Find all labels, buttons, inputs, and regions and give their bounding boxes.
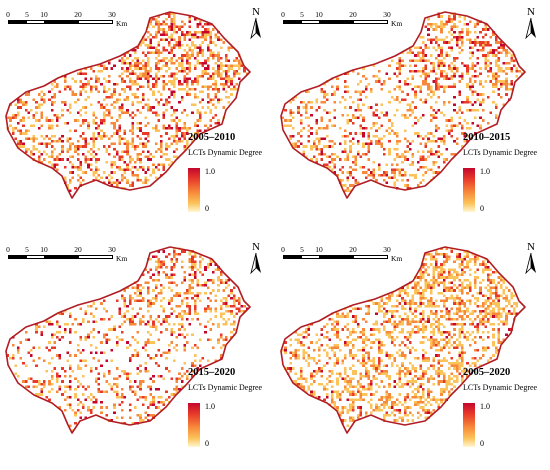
north-label: N <box>527 241 535 253</box>
legend-title: LCTs Dynamic Degree <box>188 383 263 392</box>
scale-tick: 0 <box>281 245 285 254</box>
legend-min-label: 0 <box>480 439 484 448</box>
legend-min-label: 0 <box>480 204 484 213</box>
dynamic-degree-map <box>280 246 526 434</box>
north-arrow-icon <box>250 17 261 40</box>
dynamic-degree-map <box>280 11 526 199</box>
scale-tick: 20 <box>349 10 357 19</box>
scale-tick: 5 <box>300 245 304 254</box>
legend-title: LCTs Dynamic Degree <box>463 148 538 157</box>
scale-unit: Km <box>116 19 128 28</box>
scale-tick: 10 <box>315 10 323 19</box>
scale-bar: 0 5 10 20 30 Km <box>281 10 408 30</box>
raster-cells <box>281 247 519 427</box>
legend-max-label: 1.0 <box>480 167 490 176</box>
legend-color-ramp <box>188 403 200 447</box>
raster-cells <box>6 247 249 433</box>
scale-tick: 30 <box>108 10 116 19</box>
period-title: 2005–2010 <box>188 132 236 143</box>
legend-min-label: 0 <box>205 439 209 448</box>
legend-color-ramp <box>463 168 475 212</box>
map-panel: 0 5 10 20 30 Km N 2015–2020 LCTs Dynamic… <box>0 235 275 470</box>
scale-bar: 0 5 10 20 30 Km <box>281 245 408 265</box>
scale-tick: 0 <box>6 245 10 254</box>
scale-tick: 0 <box>6 10 10 19</box>
study-area-boundary <box>280 246 526 434</box>
north-label: N <box>252 6 260 18</box>
scale-tick: 20 <box>74 245 82 254</box>
legend-color-ramp <box>463 403 475 447</box>
scale-tick: 10 <box>40 10 48 19</box>
north-arrow: N <box>247 241 265 277</box>
north-arrow: N <box>522 241 540 277</box>
scale-tick: 10 <box>40 245 48 254</box>
north-arrow: N <box>522 6 540 42</box>
scale-tick: 0 <box>281 10 285 19</box>
raster-cells <box>281 12 524 192</box>
legend-max-label: 1.0 <box>205 167 215 176</box>
map-panel: 0 5 10 20 30 Km N 2005–2020 LCTs Dynamic… <box>275 235 550 470</box>
legend-max-label: 1.0 <box>205 402 215 411</box>
legend-min-label: 0 <box>205 204 209 213</box>
scale-tick: 20 <box>349 245 357 254</box>
scale-tick: 30 <box>383 245 391 254</box>
north-arrow: N <box>247 6 265 42</box>
north-label: N <box>252 241 260 253</box>
scale-tick: 5 <box>300 10 304 19</box>
scale-tick: 30 <box>108 245 116 254</box>
scale-unit: Km <box>391 254 403 263</box>
scale-bar: 0 5 10 20 30 Km <box>6 10 133 30</box>
period-title: 2010–2015 <box>463 132 511 143</box>
period-title: 2005–2020 <box>463 367 511 378</box>
north-arrow-icon <box>525 17 536 40</box>
legend-color-ramp <box>188 168 200 212</box>
legend-title: LCTs Dynamic Degree <box>188 148 263 157</box>
map-panel: 0 5 10 20 30 Km N 2005–2010 LCTs Dynamic… <box>0 0 275 235</box>
study-area-boundary <box>5 246 251 434</box>
scale-tick: 30 <box>383 10 391 19</box>
scale-tick: 10 <box>315 245 323 254</box>
legend-title: LCTs Dynamic Degree <box>463 383 538 392</box>
raster-cells <box>6 12 249 192</box>
legend-max-label: 1.0 <box>480 402 490 411</box>
scale-tick: 5 <box>25 245 29 254</box>
period-title: 2015–2020 <box>188 367 236 378</box>
north-arrow-icon <box>250 252 261 275</box>
map-panel: 0 5 10 20 30 Km N 2010–2015 LCTs Dynamic… <box>275 0 550 235</box>
scale-tick: 20 <box>74 10 82 19</box>
north-arrow-icon <box>525 252 536 275</box>
scale-unit: Km <box>116 254 128 263</box>
north-label: N <box>527 6 535 18</box>
dynamic-degree-map <box>5 246 251 434</box>
scale-tick: 5 <box>25 10 29 19</box>
scale-bar: 0 5 10 20 30 Km <box>6 245 133 265</box>
study-area-boundary <box>5 11 251 199</box>
scale-unit: Km <box>391 19 403 28</box>
dynamic-degree-map <box>5 11 251 199</box>
study-area-boundary <box>280 11 526 199</box>
